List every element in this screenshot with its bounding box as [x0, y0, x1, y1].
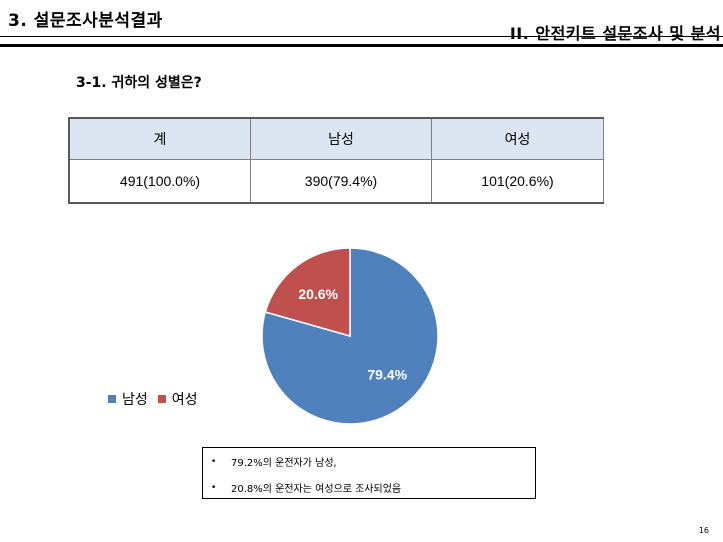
legend-item-male: 남성	[108, 389, 148, 409]
question-title: 3-1. 귀하의 성별은?	[76, 75, 202, 91]
legend-swatch-female	[157, 395, 166, 403]
table-cell-total: 491(100.0%)	[68, 159, 251, 204]
note-item: • 79.2%의 운전자가 남성,	[211, 454, 337, 470]
legend-label-male: 남성	[122, 392, 148, 408]
header-divider-thin	[0, 36, 723, 37]
note-text-1: 79.2%의 운전자가 남성,	[231, 458, 337, 469]
bullet-icon: •	[211, 456, 217, 467]
summary-notes-box: • 79.2%의 운전자가 남성, • 20.8%의 운전자는 여성으로 조사되…	[202, 447, 536, 499]
table-cell-female: 101(20.6%)	[431, 159, 604, 204]
legend-swatch-male	[108, 395, 116, 403]
note-text-2: 20.8%의 운전자는 여성으로 조사되었음	[231, 484, 402, 495]
pie-slice-female	[264, 247, 351, 337]
table-header-male: 남성	[250, 117, 432, 160]
chart-legend: 남성 여성	[108, 389, 208, 409]
legend-item-female: 여성	[157, 389, 198, 409]
table-header-female: 여성	[431, 117, 604, 160]
note-item: • 20.8%의 운전자는 여성으로 조사되었음	[211, 480, 402, 496]
chapter-title: II. 안전키트 설문조사 및 분석	[509, 24, 721, 43]
table-cell-male: 390(79.4%)	[250, 159, 432, 204]
section-title: 3. 설문조사분석결과	[8, 11, 163, 31]
table-header-row: 계 남성 여성	[68, 117, 604, 160]
legend-label-female: 여성	[171, 392, 198, 408]
table-header-total: 계	[68, 117, 251, 160]
gender-table: 계 남성 여성 491(100.0%) 390(79.4%) 101(20.6%…	[68, 117, 604, 204]
pie-label-female: 20.6%	[298, 286, 338, 302]
table-row: 491(100.0%) 390(79.4%) 101(20.6%)	[68, 159, 604, 204]
page-number: 16	[698, 526, 709, 535]
bullet-icon: •	[211, 482, 217, 493]
header-divider-thick	[0, 44, 723, 47]
gender-pie-chart: 79.4% 20.6%	[261, 247, 439, 425]
pie-label-male: 79.4%	[367, 367, 407, 383]
